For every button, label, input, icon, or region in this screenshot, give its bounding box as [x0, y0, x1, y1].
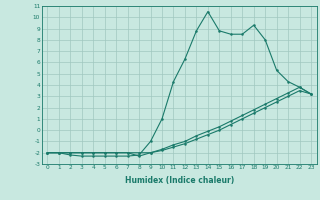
X-axis label: Humidex (Indice chaleur): Humidex (Indice chaleur): [124, 176, 234, 185]
